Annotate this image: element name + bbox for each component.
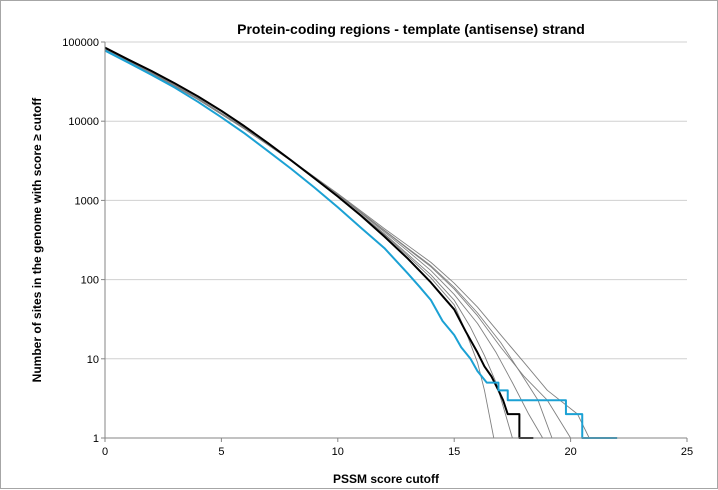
x-tick-label: 5 — [218, 446, 224, 458]
y-tick-label: 10000 — [68, 116, 99, 128]
gridlines — [105, 41, 687, 360]
x-tick-label: 10 — [332, 446, 344, 458]
chart-title: Protein-coding regions - template (antis… — [237, 21, 585, 37]
y-tick-label: 10 — [87, 354, 99, 366]
series-layer — [104, 46, 618, 439]
x-tick-label: 0 — [102, 446, 108, 458]
y-tick-label: 1 — [93, 433, 99, 445]
series-line-7 — [104, 46, 534, 439]
x-tick-label: 20 — [564, 446, 576, 458]
series-line-3 — [104, 48, 544, 439]
series-line-6 — [104, 48, 590, 439]
y-tick-label: 1000 — [75, 195, 99, 207]
y-tick-label: 100000 — [62, 37, 99, 49]
x-axis-label: PSSM score cutoff — [333, 472, 440, 486]
tick-labels: 1 10 100 1000 10000 100000 0 5 10 15 20 25 — [62, 37, 693, 458]
axes — [101, 41, 688, 442]
series-line-1 — [104, 47, 495, 439]
y-tick-label: 100 — [81, 275, 99, 287]
series-line-5 — [104, 49, 571, 439]
x-tick-label: 25 — [681, 446, 693, 458]
x-tick-label: 15 — [448, 446, 460, 458]
series-line-8 — [104, 49, 618, 439]
series-line-2 — [104, 48, 513, 439]
y-axis-label: Number of sites in the genome with score… — [30, 97, 44, 383]
